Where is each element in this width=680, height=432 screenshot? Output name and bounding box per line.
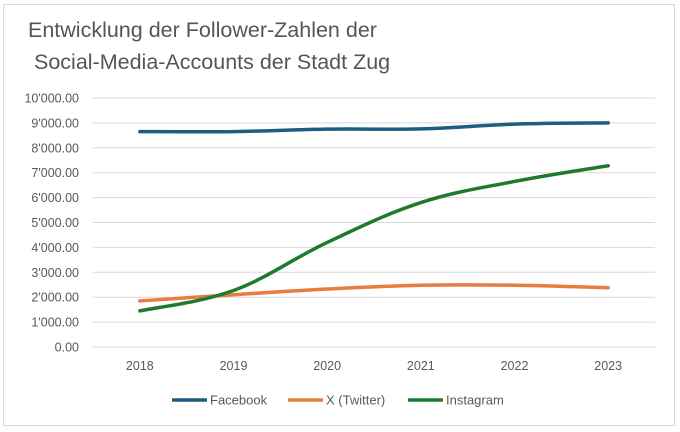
y-tick-label: 6'000.00 bbox=[31, 191, 79, 205]
x-tick-label: 2022 bbox=[501, 359, 529, 373]
legend-label: X (Twitter) bbox=[326, 393, 385, 408]
y-tick-label: 10'000.00 bbox=[24, 92, 79, 106]
x-axis-ticks: 2018 2019 2020 2021 2022 2023 bbox=[126, 359, 622, 373]
y-tick-label: 3'000.00 bbox=[31, 266, 79, 280]
x-tick-label: 2018 bbox=[126, 359, 154, 373]
y-tick-label: 2'000.00 bbox=[31, 291, 79, 305]
series-line-facebook bbox=[138, 121, 610, 134]
x-tick-label: 2023 bbox=[594, 359, 622, 373]
y-axis-ticks: 0.00 1'000.00 2'000.00 3'000.00 4'000.00 5'00… bbox=[24, 92, 79, 355]
legend-item-facebook: Facebook bbox=[172, 393, 268, 408]
y-tick-label: 5'000.00 bbox=[31, 216, 79, 230]
legend-label: Instagram bbox=[446, 393, 504, 408]
legend: Facebook X (Twitter) Instagram bbox=[172, 393, 504, 408]
y-tick-label: 1'000.00 bbox=[31, 316, 79, 330]
y-tick-label: 0.00 bbox=[55, 341, 79, 355]
x-tick-label: 2021 bbox=[407, 359, 435, 373]
series-line-instagram bbox=[138, 163, 610, 313]
chart-title-line-2: Social-Media-Accounts der Stadt Zug bbox=[34, 50, 391, 74]
chart-title-line-1: Entwicklung der Follower-Zahlen der bbox=[28, 18, 377, 42]
legend-item-x-twitter: X (Twitter) bbox=[288, 393, 385, 408]
y-tick-label: 9'000.00 bbox=[31, 116, 79, 130]
x-tick-label: 2019 bbox=[220, 359, 248, 373]
y-tick-label: 8'000.00 bbox=[31, 141, 79, 155]
y-tick-label: 4'000.00 bbox=[31, 241, 79, 255]
x-tick-label: 2020 bbox=[313, 359, 341, 373]
chart-frame bbox=[3, 4, 675, 426]
chart-title: Entwicklung der Follower-Zahlen der Soci… bbox=[28, 14, 628, 78]
series-lines bbox=[138, 121, 610, 313]
legend-label: Facebook bbox=[210, 393, 268, 408]
legend-item-instagram: Instagram bbox=[408, 393, 504, 408]
y-tick-label: 7'000.00 bbox=[31, 166, 79, 180]
